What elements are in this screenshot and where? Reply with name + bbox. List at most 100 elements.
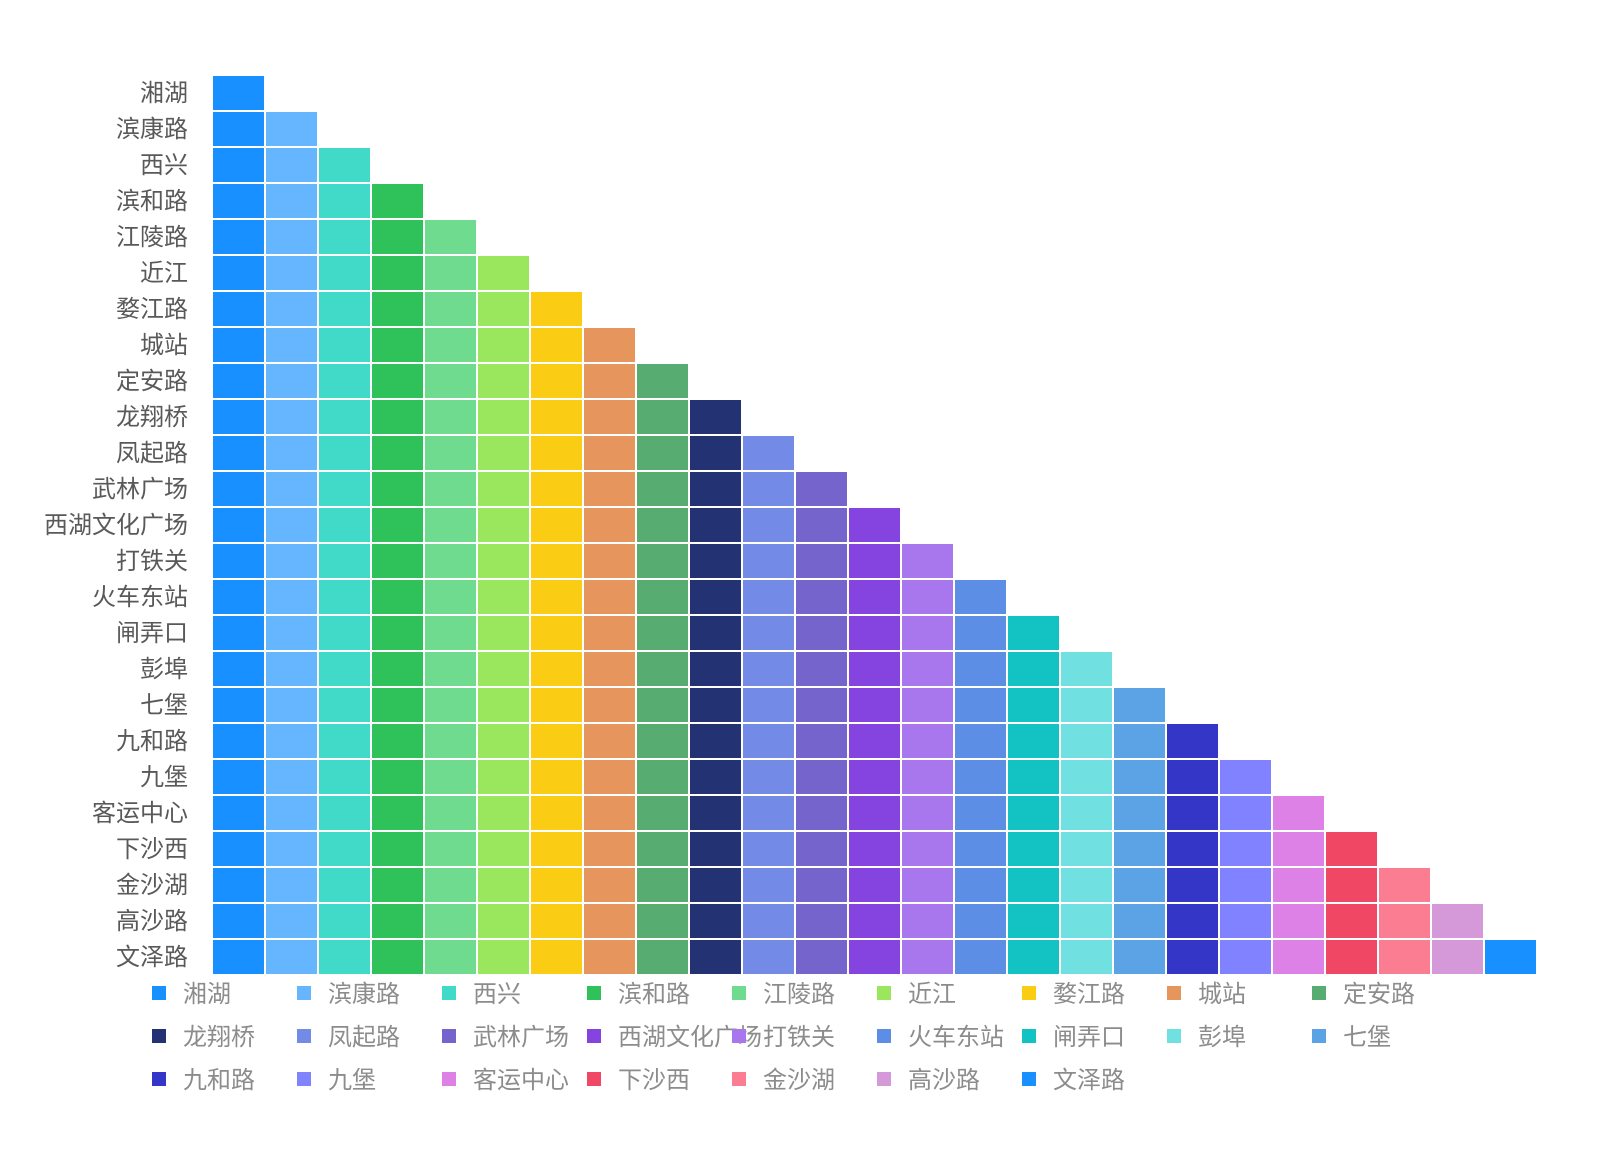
heatmap-cell[interactable] [211,938,266,976]
heatmap-cell[interactable] [688,686,743,724]
heatmap-cell[interactable] [1483,938,1538,976]
heatmap-cell[interactable] [900,758,955,796]
heatmap-cell[interactable] [370,542,425,580]
heatmap-cell[interactable] [741,938,796,976]
heatmap-cell[interactable] [370,578,425,616]
heatmap-cell[interactable] [423,578,478,616]
heatmap-cell[interactable] [423,218,478,256]
heatmap-cell[interactable] [211,506,266,544]
heatmap-cell[interactable] [582,434,637,472]
heatmap-cell[interactable] [370,182,425,220]
heatmap-cell[interactable] [1271,794,1326,832]
heatmap-cell[interactable] [211,578,266,616]
heatmap-cell[interactable] [900,866,955,904]
heatmap-cell[interactable] [476,398,531,436]
heatmap-cell[interactable] [264,398,319,436]
heatmap-cell[interactable] [370,398,425,436]
heatmap-cell[interactable] [635,614,690,652]
heatmap-cell[interactable] [582,506,637,544]
heatmap-cell[interactable] [953,686,1008,724]
heatmap-cell[interactable] [264,650,319,688]
heatmap-cell[interactable] [1218,902,1273,940]
heatmap-cell[interactable] [529,686,584,724]
heatmap-cell[interactable] [529,398,584,436]
heatmap-cell[interactable] [794,506,849,544]
heatmap-cell[interactable] [211,110,266,148]
heatmap-cell[interactable] [317,506,372,544]
heatmap-cell[interactable] [688,434,743,472]
heatmap-cell[interactable] [1165,722,1220,760]
heatmap-cell[interactable] [423,434,478,472]
heatmap-cell[interactable] [529,434,584,472]
heatmap-cell[interactable] [1430,938,1485,976]
heatmap-cell[interactable] [264,830,319,868]
heatmap-cell[interactable] [1324,830,1379,868]
heatmap-cell[interactable] [476,866,531,904]
heatmap-cell[interactable] [423,686,478,724]
heatmap-cell[interactable] [1430,902,1485,940]
legend-item[interactable]: 湘湖 [152,980,231,1008]
heatmap-cell[interactable] [741,794,796,832]
legend-item[interactable]: 武林广场 [442,1023,569,1051]
heatmap-cell[interactable] [423,506,478,544]
heatmap-cell[interactable] [582,398,637,436]
legend-item[interactable]: 婺江路 [1022,980,1125,1008]
heatmap-cell[interactable] [741,506,796,544]
heatmap-cell[interactable] [211,326,266,364]
heatmap-cell[interactable] [794,758,849,796]
heatmap-cell[interactable] [370,290,425,328]
heatmap-cell[interactable] [1165,938,1220,976]
heatmap-cell[interactable] [794,830,849,868]
heatmap-cell[interactable] [794,686,849,724]
legend-item[interactable]: 七堡 [1312,1023,1391,1051]
heatmap-cell[interactable] [847,866,902,904]
heatmap-cell[interactable] [1059,722,1114,760]
legend-item[interactable]: 滨康路 [297,980,400,1008]
heatmap-cell[interactable] [741,542,796,580]
heatmap-cell[interactable] [635,470,690,508]
heatmap-cell[interactable] [582,938,637,976]
heatmap-cell[interactable] [582,542,637,580]
heatmap-cell[interactable] [1324,902,1379,940]
heatmap-cell[interactable] [1006,866,1061,904]
heatmap-cell[interactable] [476,434,531,472]
heatmap-cell[interactable] [953,758,1008,796]
heatmap-cell[interactable] [1059,686,1114,724]
heatmap-cell[interactable] [1271,866,1326,904]
heatmap-cell[interactable] [582,326,637,364]
heatmap-cell[interactable] [423,614,478,652]
heatmap-cell[interactable] [582,830,637,868]
heatmap-cell[interactable] [211,218,266,256]
legend-item[interactable]: 文泽路 [1022,1066,1125,1094]
heatmap-cell[interactable] [476,830,531,868]
heatmap-cell[interactable] [794,614,849,652]
heatmap-cell[interactable] [635,542,690,580]
heatmap-cell[interactable] [211,182,266,220]
heatmap-cell[interactable] [370,686,425,724]
heatmap-cell[interactable] [1271,902,1326,940]
heatmap-cell[interactable] [900,614,955,652]
heatmap-cell[interactable] [529,578,584,616]
heatmap-cell[interactable] [794,578,849,616]
heatmap-cell[interactable] [317,146,372,184]
heatmap-cell[interactable] [211,686,266,724]
heatmap-cell[interactable] [635,830,690,868]
heatmap-cell[interactable] [635,902,690,940]
heatmap-cell[interactable] [370,326,425,364]
heatmap-cell[interactable] [900,686,955,724]
heatmap-cell[interactable] [582,686,637,724]
heatmap-cell[interactable] [1059,794,1114,832]
heatmap-cell[interactable] [264,866,319,904]
heatmap-cell[interactable] [794,794,849,832]
heatmap-cell[interactable] [476,578,531,616]
heatmap-cell[interactable] [370,614,425,652]
legend-item[interactable]: 下沙西 [587,1066,690,1094]
heatmap-cell[interactable] [317,722,372,760]
heatmap-cell[interactable] [211,866,266,904]
heatmap-cell[interactable] [847,902,902,940]
heatmap-cell[interactable] [529,290,584,328]
heatmap-cell[interactable] [211,290,266,328]
heatmap-cell[interactable] [688,866,743,904]
heatmap-cell[interactable] [476,686,531,724]
heatmap-cell[interactable] [1006,758,1061,796]
